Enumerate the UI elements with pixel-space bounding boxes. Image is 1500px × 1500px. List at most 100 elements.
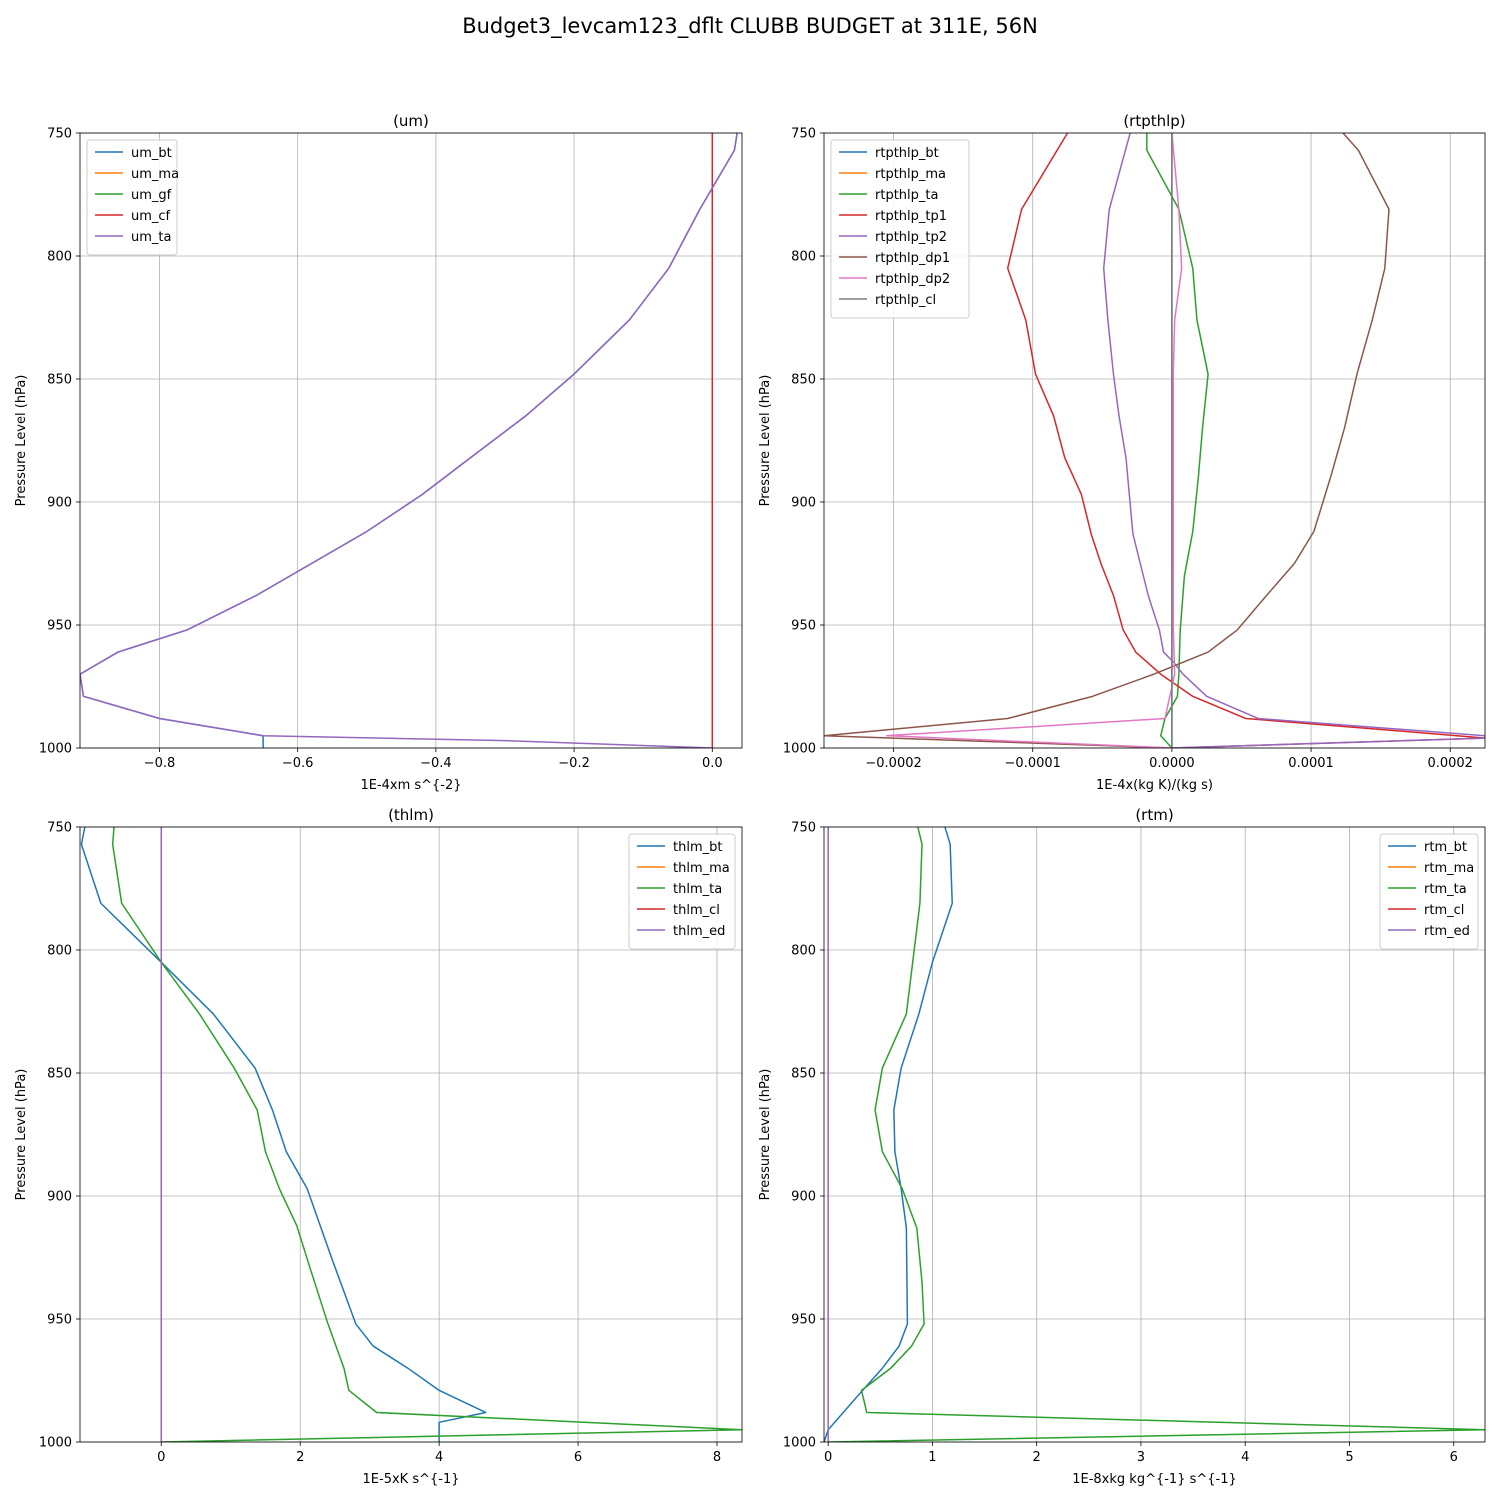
rtm-ytick-label-1: 800 (791, 944, 816, 959)
thlm-ytick-label-0: 750 (47, 821, 72, 836)
thlm-ylabel: Pressure Level (hPa) (14, 1069, 29, 1201)
um_bt-legend-label: um_bt (131, 146, 172, 161)
rtm-xtick-label-1: 1 (928, 1450, 936, 1465)
rtpthlp_ta-legend-label: rtpthlp_ta (875, 188, 938, 203)
rtpthlp-ytick-label-1: 800 (791, 250, 816, 265)
rtm_bt-line (824, 827, 953, 1442)
thlm-xtick-label-3: 6 (574, 1450, 582, 1465)
rtpthlp_tp2-line (1102, 133, 1485, 748)
rtm-plot-frame (823, 826, 1486, 1443)
rtm-series-group (824, 827, 1485, 1442)
um-title: (um) (393, 112, 429, 130)
rtpthlp_dp2-legend-label: rtpthlp_dp2 (875, 272, 950, 287)
thlm_cl-legend-label: thlm_cl (673, 903, 720, 918)
rtm-legend-box (1379, 833, 1479, 950)
rtpthlp-ytick-label-3: 900 (791, 496, 816, 511)
rtpthlp_cl-legend-label: rtpthlp_cl (875, 293, 936, 308)
thlm-ytick-label-2: 850 (47, 1067, 72, 1082)
um-ytick-label-1: 800 (47, 250, 72, 265)
rtpthlp-ytick-label-5: 1000 (783, 742, 816, 757)
rtm-xlabel: 1E-8xkg kg^{-1} s^{-1} (1072, 1472, 1237, 1487)
rtpthlp_tp2-legend-label: rtpthlp_tp2 (875, 230, 947, 245)
thlm-xtick-label-1: 2 (296, 1450, 304, 1465)
rtpthlp-ytick-label-0: 750 (791, 127, 816, 142)
rtm-xtick-label-3: 3 (1137, 1450, 1145, 1465)
thlm_ta-legend-label: thlm_ta (673, 882, 722, 897)
thlm-legend: thlm_bt thlm_ma thlm_ta thlm_cl thlm_ed (628, 833, 736, 950)
rtm-ytick-label-2: 850 (791, 1067, 816, 1082)
rtpthlp-xtick-label-3: 0.0001 (1288, 756, 1334, 771)
um_ma-legend-label: um_ma (131, 167, 179, 182)
thlm-ytick-label-3: 900 (47, 1190, 72, 1205)
thlm-title: (thlm) (388, 806, 434, 824)
um-xtick-label-0: −0.8 (144, 756, 176, 771)
thlm-xtick-label-0: 0 (157, 1450, 165, 1465)
rtpthlp_dp2-line (885, 133, 1183, 748)
rtpthlp-xlabel: 1E-4x(kg K)/(kg s) (1096, 778, 1213, 793)
rtm-xtick-label-6: 6 (1450, 1450, 1458, 1465)
rtpthlp-plot-frame (823, 132, 1486, 749)
rtpthlp-ylabel: Pressure Level (hPa) (758, 375, 773, 507)
rtm-xtick-label-2: 2 (1033, 1450, 1041, 1465)
rtpthlp-xtick-label-0: −0.0002 (865, 756, 921, 771)
rtm-panel: 0 1 2 3 4 5 6 750 800 850 900 950 1000 (rtm) 1E-8xkg k… (758, 806, 1486, 1487)
rtpthlp_tp1-line (1006, 133, 1485, 748)
um-panel: −0.8 −0.6 −0.4 −0.2 0.0 750 800 850 900 950 1000 (u… (14, 112, 743, 793)
um-ytick-label-5: 1000 (39, 742, 72, 757)
um_ta-legend-label: um_ta (131, 230, 171, 245)
rtm_bt-legend-label: rtm_bt (1424, 840, 1467, 855)
thlm-xlabel: 1E-5xK s^{-1} (363, 1472, 460, 1487)
rtpthlp-ytick-label-4: 950 (791, 619, 816, 634)
rtpthlp-xtick-label-1: −0.0001 (1005, 756, 1061, 771)
rtpthlp-legend: rtpthlp_bt rtpthlp_ma rtpthlp_ta rtpthlp_tp… (830, 139, 970, 319)
rtm-xtick-label-5: 5 (1345, 1450, 1353, 1465)
rtm-ytick-label-3: 900 (791, 1190, 816, 1205)
rtpthlp-legend-box (830, 139, 970, 319)
um-ytick-label-2: 850 (47, 373, 72, 388)
rtm_ed-legend-label: rtm_ed (1424, 924, 1470, 939)
thlm-xtick-label-4: 8 (713, 1450, 721, 1465)
rtm-title: (rtm) (1135, 806, 1173, 824)
rtm-ytick-label-4: 950 (791, 1313, 816, 1328)
um-ytick-label-0: 750 (47, 127, 72, 142)
thlm-series-group (80, 827, 742, 1442)
thlm_ma-legend-label: thlm_ma (673, 861, 730, 876)
rtm_ta-line (828, 827, 1485, 1442)
thlm-ytick-label-1: 800 (47, 944, 72, 959)
rtpthlp_tp1-legend-label: rtpthlp_tp1 (875, 209, 947, 224)
rtpthlp_bt-legend-label: rtpthlp_bt (875, 146, 939, 161)
um-xtick-label-3: −0.2 (558, 756, 590, 771)
figure-title: Budget3_levcam123_dflt CLUBB BUDGET at 3… (462, 14, 1038, 38)
um_ta-line (80, 133, 738, 748)
thlm-legend-box (628, 833, 736, 950)
rtm-ylabel: Pressure Level (hPa) (758, 1069, 773, 1201)
um-xtick-label-4: 0.0 (702, 756, 723, 771)
um-ytick-label-3: 900 (47, 496, 72, 511)
um-ylabel: Pressure Level (hPa) (14, 375, 29, 507)
um-legend-box (86, 139, 178, 256)
um-xlabel: 1E-4xm s^{-2} (360, 778, 461, 793)
rtm-xtick-label-4: 4 (1241, 1450, 1249, 1465)
thlm_bt-line (80, 827, 487, 1442)
um-legend: um_bt um_ma um_gf um_cf um_ta (86, 139, 179, 256)
rtm-legend: rtm_bt rtm_ma rtm_ta rtm_cl rtm_ed (1379, 833, 1479, 950)
thlm-ytick-label-4: 950 (47, 1313, 72, 1328)
rtpthlp_dp1-line (824, 133, 1390, 748)
rtpthlp-series-group (824, 133, 1485, 748)
rtpthlp-title: (rtpthlp) (1123, 112, 1185, 130)
um-series-group (80, 133, 738, 748)
rtpthlp-xtick-label-2: 0.0000 (1149, 756, 1195, 771)
rtm_ma-legend-label: rtm_ma (1424, 861, 1474, 876)
rtm_cl-legend-label: rtm_cl (1424, 903, 1464, 918)
rtpthlp_dp1-legend-label: rtpthlp_dp1 (875, 251, 950, 266)
rtm-ytick-label-0: 750 (791, 821, 816, 836)
rtpthlp-ytick-label-2: 850 (791, 373, 816, 388)
rtm-ytick-label-5: 1000 (783, 1436, 816, 1451)
thlm_ta-line (111, 827, 742, 1442)
thlm-ytick-label-5: 1000 (39, 1436, 72, 1451)
thlm-panel: 0 2 4 6 8 750 800 850 900 950 1000 (thlm) 1E-5xK s^{… (14, 806, 743, 1487)
rtpthlp-xtick-label-4: 0.0002 (1427, 756, 1473, 771)
thlm_bt-legend-label: thlm_bt (673, 840, 722, 855)
um_gf-legend-label: um_gf (131, 188, 172, 203)
